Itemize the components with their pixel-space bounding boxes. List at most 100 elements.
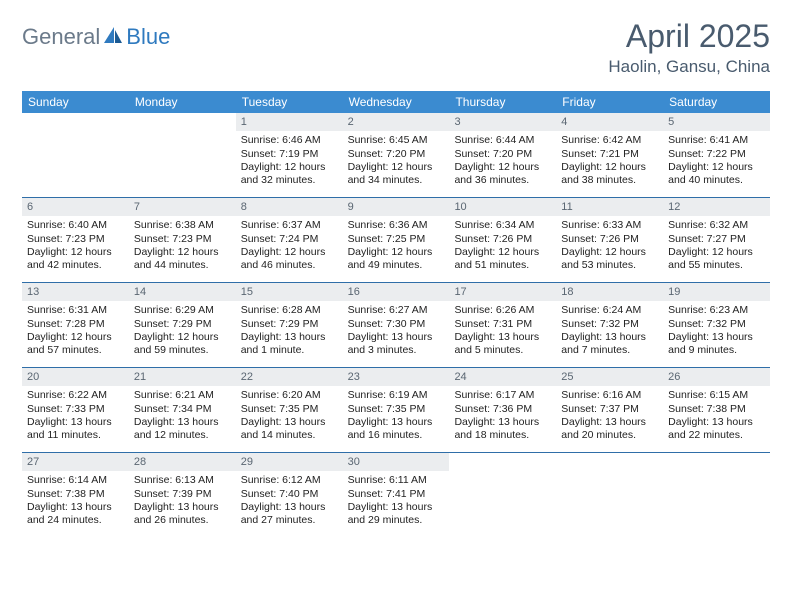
sunset-line: Sunset: 7:20 PM (348, 148, 445, 161)
calendar-day-cell: 26Sunrise: 6:15 AMSunset: 7:38 PMDayligh… (663, 368, 770, 452)
daylight-line: Daylight: 13 hours and 7 minutes. (561, 331, 658, 358)
daylight-line: Daylight: 12 hours and 38 minutes. (561, 161, 658, 188)
sunset-line: Sunset: 7:30 PM (348, 318, 445, 331)
day-content: Sunrise: 6:45 AMSunset: 7:20 PMDaylight:… (343, 131, 450, 192)
sunset-line: Sunset: 7:29 PM (241, 318, 338, 331)
calendar-day-cell: 11Sunrise: 6:33 AMSunset: 7:26 PMDayligh… (556, 198, 663, 282)
calendar-empty-cell (663, 453, 770, 537)
calendar-empty-cell (556, 453, 663, 537)
daylight-line: Daylight: 13 hours and 24 minutes. (27, 501, 124, 528)
sunset-line: Sunset: 7:40 PM (241, 488, 338, 501)
day-content: Sunrise: 6:46 AMSunset: 7:19 PMDaylight:… (236, 131, 343, 192)
daylight-line: Daylight: 13 hours and 9 minutes. (668, 331, 765, 358)
calendar-day-cell: 27Sunrise: 6:14 AMSunset: 7:38 PMDayligh… (22, 453, 129, 537)
daylight-line: Daylight: 13 hours and 20 minutes. (561, 416, 658, 443)
title-block: April 2025 Haolin, Gansu, China (608, 18, 770, 77)
day-content: Sunrise: 6:29 AMSunset: 7:29 PMDaylight:… (129, 301, 236, 362)
day-content: Sunrise: 6:20 AMSunset: 7:35 PMDaylight:… (236, 386, 343, 447)
calendar-day-cell: 30Sunrise: 6:11 AMSunset: 7:41 PMDayligh… (343, 453, 450, 537)
logo-text-general: General (22, 24, 100, 50)
day-number: 7 (129, 198, 236, 216)
sunset-line: Sunset: 7:32 PM (561, 318, 658, 331)
calendar-day-cell: 24Sunrise: 6:17 AMSunset: 7:36 PMDayligh… (449, 368, 556, 452)
daylight-line: Daylight: 13 hours and 3 minutes. (348, 331, 445, 358)
sunset-line: Sunset: 7:35 PM (241, 403, 338, 416)
calendar-body: 1Sunrise: 6:46 AMSunset: 7:19 PMDaylight… (22, 113, 770, 537)
daylight-line: Daylight: 13 hours and 11 minutes. (27, 416, 124, 443)
calendar-day-cell: 12Sunrise: 6:32 AMSunset: 7:27 PMDayligh… (663, 198, 770, 282)
sunset-line: Sunset: 7:29 PM (134, 318, 231, 331)
day-number: 8 (236, 198, 343, 216)
weekday-header: Saturday (663, 91, 770, 113)
sunrise-line: Sunrise: 6:44 AM (454, 134, 551, 147)
daylight-line: Daylight: 12 hours and 53 minutes. (561, 246, 658, 273)
day-number: 29 (236, 453, 343, 471)
sunrise-line: Sunrise: 6:19 AM (348, 389, 445, 402)
day-content: Sunrise: 6:22 AMSunset: 7:33 PMDaylight:… (22, 386, 129, 447)
daylight-line: Daylight: 13 hours and 27 minutes. (241, 501, 338, 528)
sunrise-line: Sunrise: 6:40 AM (27, 219, 124, 232)
sunset-line: Sunset: 7:26 PM (454, 233, 551, 246)
sunrise-line: Sunrise: 6:45 AM (348, 134, 445, 147)
sunrise-line: Sunrise: 6:17 AM (454, 389, 551, 402)
daylight-line: Daylight: 12 hours and 46 minutes. (241, 246, 338, 273)
day-number: 3 (449, 113, 556, 131)
day-number: 25 (556, 368, 663, 386)
day-number: 27 (22, 453, 129, 471)
weekday-header: Monday (129, 91, 236, 113)
sunset-line: Sunset: 7:23 PM (27, 233, 124, 246)
day-content: Sunrise: 6:21 AMSunset: 7:34 PMDaylight:… (129, 386, 236, 447)
sunset-line: Sunset: 7:19 PM (241, 148, 338, 161)
calendar: SundayMondayTuesdayWednesdayThursdayFrid… (22, 91, 770, 537)
calendar-day-cell: 10Sunrise: 6:34 AMSunset: 7:26 PMDayligh… (449, 198, 556, 282)
daylight-line: Daylight: 12 hours and 34 minutes. (348, 161, 445, 188)
sunrise-line: Sunrise: 6:13 AM (134, 474, 231, 487)
sunrise-line: Sunrise: 6:34 AM (454, 219, 551, 232)
sunrise-line: Sunrise: 6:42 AM (561, 134, 658, 147)
sunset-line: Sunset: 7:22 PM (668, 148, 765, 161)
sunset-line: Sunset: 7:34 PM (134, 403, 231, 416)
daylight-line: Daylight: 12 hours and 49 minutes. (348, 246, 445, 273)
day-number: 15 (236, 283, 343, 301)
calendar-day-cell: 25Sunrise: 6:16 AMSunset: 7:37 PMDayligh… (556, 368, 663, 452)
sunset-line: Sunset: 7:35 PM (348, 403, 445, 416)
calendar-day-cell: 8Sunrise: 6:37 AMSunset: 7:24 PMDaylight… (236, 198, 343, 282)
daylight-line: Daylight: 12 hours and 59 minutes. (134, 331, 231, 358)
day-content: Sunrise: 6:38 AMSunset: 7:23 PMDaylight:… (129, 216, 236, 277)
sunset-line: Sunset: 7:39 PM (134, 488, 231, 501)
month-title: April 2025 (608, 18, 770, 55)
daylight-line: Daylight: 12 hours and 51 minutes. (454, 246, 551, 273)
daylight-line: Daylight: 12 hours and 57 minutes. (27, 331, 124, 358)
day-content: Sunrise: 6:34 AMSunset: 7:26 PMDaylight:… (449, 216, 556, 277)
logo-text-blue: Blue (126, 24, 170, 50)
weekday-header: Wednesday (343, 91, 450, 113)
day-content: Sunrise: 6:16 AMSunset: 7:37 PMDaylight:… (556, 386, 663, 447)
daylight-line: Daylight: 13 hours and 5 minutes. (454, 331, 551, 358)
calendar-day-cell: 1Sunrise: 6:46 AMSunset: 7:19 PMDaylight… (236, 113, 343, 197)
calendar-day-cell: 2Sunrise: 6:45 AMSunset: 7:20 PMDaylight… (343, 113, 450, 197)
day-content: Sunrise: 6:33 AMSunset: 7:26 PMDaylight:… (556, 216, 663, 277)
day-content: Sunrise: 6:40 AMSunset: 7:23 PMDaylight:… (22, 216, 129, 277)
daylight-line: Daylight: 12 hours and 44 minutes. (134, 246, 231, 273)
day-number: 13 (22, 283, 129, 301)
daylight-line: Daylight: 13 hours and 12 minutes. (134, 416, 231, 443)
calendar-day-cell: 22Sunrise: 6:20 AMSunset: 7:35 PMDayligh… (236, 368, 343, 452)
day-content: Sunrise: 6:41 AMSunset: 7:22 PMDaylight:… (663, 131, 770, 192)
day-number: 19 (663, 283, 770, 301)
day-number: 22 (236, 368, 343, 386)
daylight-line: Daylight: 13 hours and 26 minutes. (134, 501, 231, 528)
sunset-line: Sunset: 7:26 PM (561, 233, 658, 246)
page-header: General Blue April 2025 Haolin, Gansu, C… (22, 18, 770, 77)
sunrise-line: Sunrise: 6:28 AM (241, 304, 338, 317)
day-content: Sunrise: 6:27 AMSunset: 7:30 PMDaylight:… (343, 301, 450, 362)
sunset-line: Sunset: 7:23 PM (134, 233, 231, 246)
day-content: Sunrise: 6:26 AMSunset: 7:31 PMDaylight:… (449, 301, 556, 362)
day-content: Sunrise: 6:31 AMSunset: 7:28 PMDaylight:… (22, 301, 129, 362)
calendar-week-row: 6Sunrise: 6:40 AMSunset: 7:23 PMDaylight… (22, 198, 770, 283)
sunset-line: Sunset: 7:31 PM (454, 318, 551, 331)
calendar-day-cell: 3Sunrise: 6:44 AMSunset: 7:20 PMDaylight… (449, 113, 556, 197)
sunset-line: Sunset: 7:24 PM (241, 233, 338, 246)
calendar-day-cell: 23Sunrise: 6:19 AMSunset: 7:35 PMDayligh… (343, 368, 450, 452)
day-content: Sunrise: 6:19 AMSunset: 7:35 PMDaylight:… (343, 386, 450, 447)
day-content: Sunrise: 6:13 AMSunset: 7:39 PMDaylight:… (129, 471, 236, 532)
